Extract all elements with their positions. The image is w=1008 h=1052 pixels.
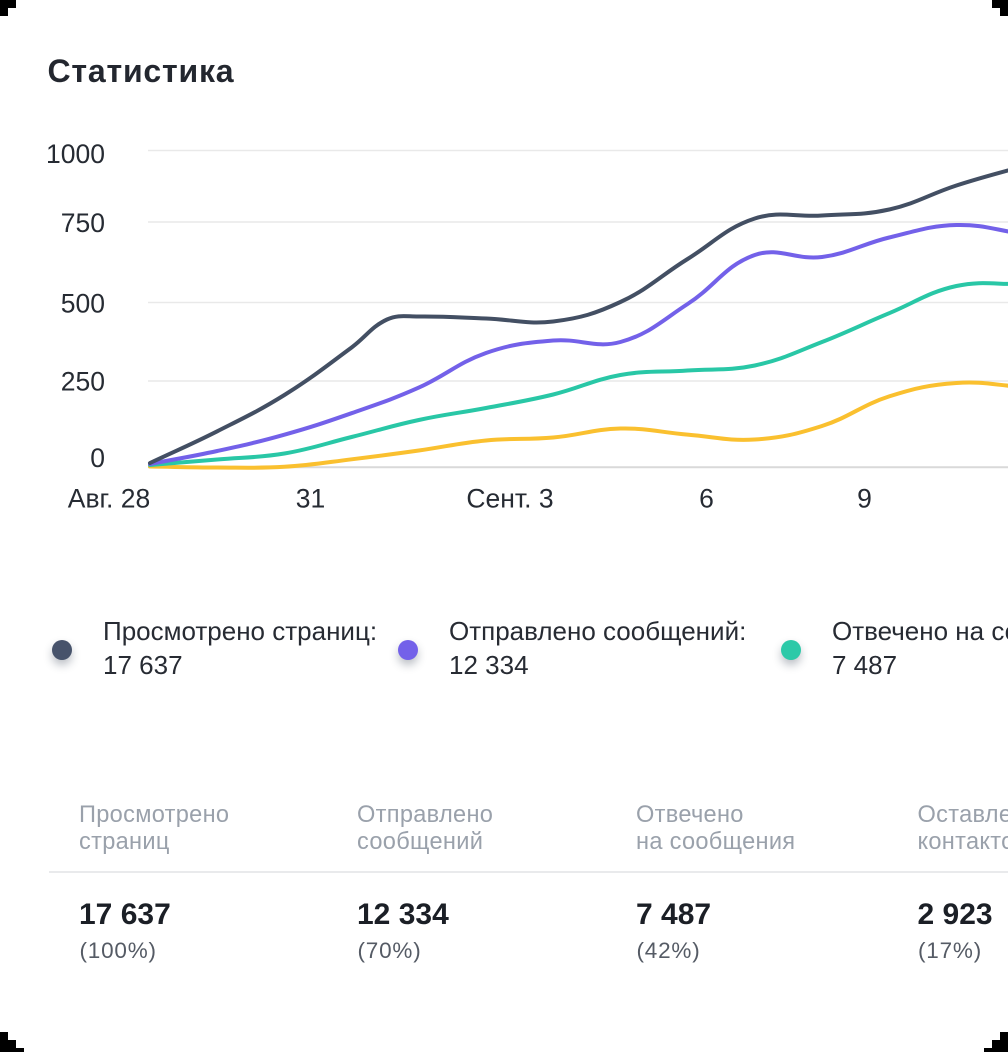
svg-text:31: 31 (296, 483, 325, 513)
svg-text:750: 750 (61, 208, 105, 238)
svg-text:6: 6 (699, 483, 714, 513)
svg-text:250: 250 (61, 367, 105, 397)
svg-text:500: 500 (61, 288, 105, 318)
svg-text:1000: 1000 (46, 139, 105, 169)
svg-text:Авг. 28: Авг. 28 (68, 483, 150, 513)
svg-text:Сент. 3: Сент. 3 (466, 483, 553, 513)
svg-text:0: 0 (90, 443, 105, 473)
svg-text:9: 9 (857, 483, 872, 513)
